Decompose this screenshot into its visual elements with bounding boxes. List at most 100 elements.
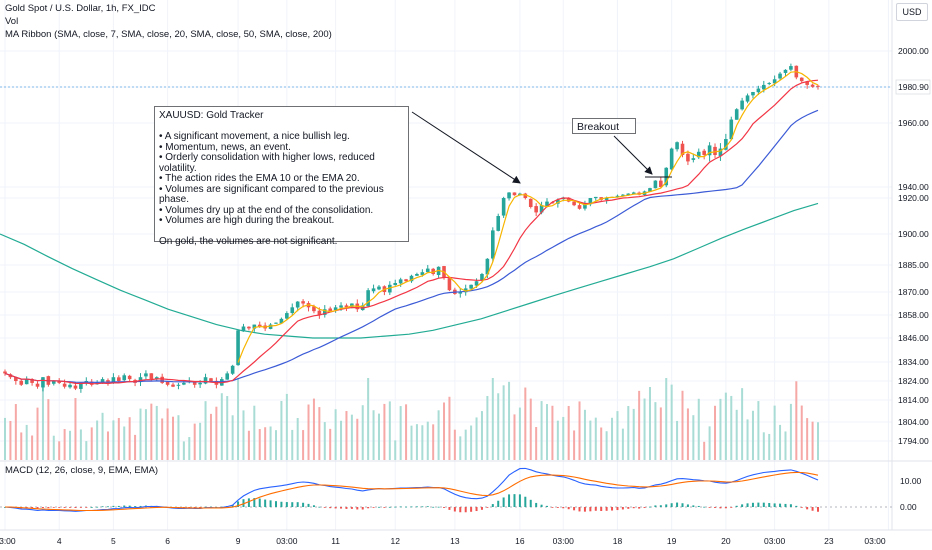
volume-bar — [708, 426, 711, 460]
volume-bar — [74, 398, 77, 460]
volume-bar — [361, 405, 364, 460]
volume-bar — [237, 378, 240, 460]
note-line: • The action rides the EMA 10 or the EMA… — [159, 173, 360, 184]
candle-body — [285, 313, 289, 319]
macd-tick-label: 0.00 — [900, 502, 917, 512]
macd-hist-bar — [334, 507, 337, 509]
candle-body — [577, 205, 582, 209]
price-tick-label: 1858.00 — [898, 310, 929, 320]
candle-body — [51, 381, 56, 384]
volume-bar — [524, 387, 527, 460]
volume-bar — [464, 429, 467, 460]
volume-bar — [188, 437, 191, 460]
volume-bar — [443, 402, 446, 460]
volume-bar — [410, 425, 413, 460]
candle-body — [816, 85, 820, 87]
candle-body — [783, 69, 788, 73]
volume-bar — [350, 414, 353, 460]
time-tick-label: 03:00 — [864, 536, 886, 546]
price-tick-label: 1846.00 — [898, 333, 929, 343]
macd-hist-bar — [361, 507, 364, 510]
candle-body — [566, 197, 571, 202]
candle-body — [225, 373, 230, 380]
candle-body — [751, 91, 755, 96]
volume-bar — [285, 393, 288, 460]
candle-body — [447, 278, 452, 291]
volume-bar — [367, 378, 370, 460]
macd-hist-bar — [480, 507, 483, 510]
volume-bar — [372, 410, 375, 460]
time-tick-label: 19 — [667, 536, 677, 546]
macd-hist-bar — [302, 502, 305, 507]
volume-bar — [551, 405, 554, 460]
candle-body — [789, 66, 793, 70]
macd-hist-bar — [415, 506, 418, 508]
volume-bar — [448, 396, 451, 460]
volume-bar — [117, 417, 120, 460]
macd-hist-bar — [578, 507, 581, 512]
volume-bar — [605, 431, 608, 460]
volume-bar — [155, 405, 158, 460]
candle-body — [420, 272, 425, 275]
volume-bar — [14, 404, 17, 460]
macd-hist-bar — [594, 507, 597, 511]
volume-bar — [714, 405, 717, 460]
volume-bar — [318, 407, 321, 460]
volume-bar — [242, 410, 245, 460]
volume-bar — [123, 426, 126, 460]
macd-hist-bar — [264, 499, 267, 507]
macd-hist-bar — [513, 494, 516, 507]
volume-bar — [226, 396, 229, 460]
volume-bar — [264, 427, 267, 460]
candle-body — [572, 201, 576, 206]
candle-body — [19, 380, 24, 385]
time-tick-label: 20 — [721, 536, 731, 546]
ma-200-path — [0, 202, 819, 339]
volume-bar — [172, 416, 175, 460]
breakout-label[interactable]: Breakout — [572, 118, 636, 134]
current-price-tag — [895, 79, 931, 95]
candle-body — [100, 379, 105, 384]
volume-bar — [415, 424, 418, 460]
candle-body — [615, 195, 620, 197]
volume-bar — [329, 428, 332, 460]
macd-hist-bar — [762, 502, 765, 507]
macd-panel — [0, 467, 892, 513]
macd-hist-bar — [806, 507, 809, 510]
macd-hist-bar — [502, 497, 505, 507]
macd-hist-bar — [540, 504, 543, 507]
gold-tracker-note[interactable]: XAUUSD: Gold Tracker • A significant mov… — [154, 106, 409, 247]
macd-hist-bar — [85, 507, 88, 508]
macd-hist-bar — [724, 507, 727, 509]
macd-hist-bar — [285, 502, 288, 507]
macd-hist-bar — [405, 506, 408, 508]
volume-bar — [291, 429, 294, 460]
macd-hist-bar — [356, 507, 359, 510]
candle-body — [274, 322, 278, 324]
price-tick-label: 1920.00 — [898, 193, 929, 203]
time-tick-label: 03:00 — [764, 536, 786, 546]
volume-bar — [334, 409, 337, 460]
price-tick-label: 1804.00 — [898, 417, 929, 427]
candle-body — [68, 384, 72, 388]
candle-body — [409, 275, 414, 282]
candle-body — [458, 292, 463, 294]
macd-hist-bar — [426, 506, 429, 508]
volume-bar — [616, 411, 619, 460]
candle-body — [317, 310, 322, 315]
macd-hist-bar — [296, 502, 299, 507]
price-tick-label: 1824.00 — [898, 376, 929, 386]
candle-body — [24, 379, 29, 385]
price-tick-label: 2000.00 — [898, 46, 929, 56]
volume-bar — [437, 410, 440, 460]
currency-button[interactable]: USD — [896, 3, 928, 21]
candle-body — [653, 180, 658, 189]
volume-bar — [134, 434, 137, 460]
price-tick-label: 1960.00 — [898, 118, 929, 128]
candle-body — [745, 95, 750, 102]
candle-body — [675, 142, 679, 150]
volume-bar — [453, 429, 456, 460]
candle-body — [73, 385, 78, 389]
time-tick-label: 5 — [111, 536, 116, 546]
